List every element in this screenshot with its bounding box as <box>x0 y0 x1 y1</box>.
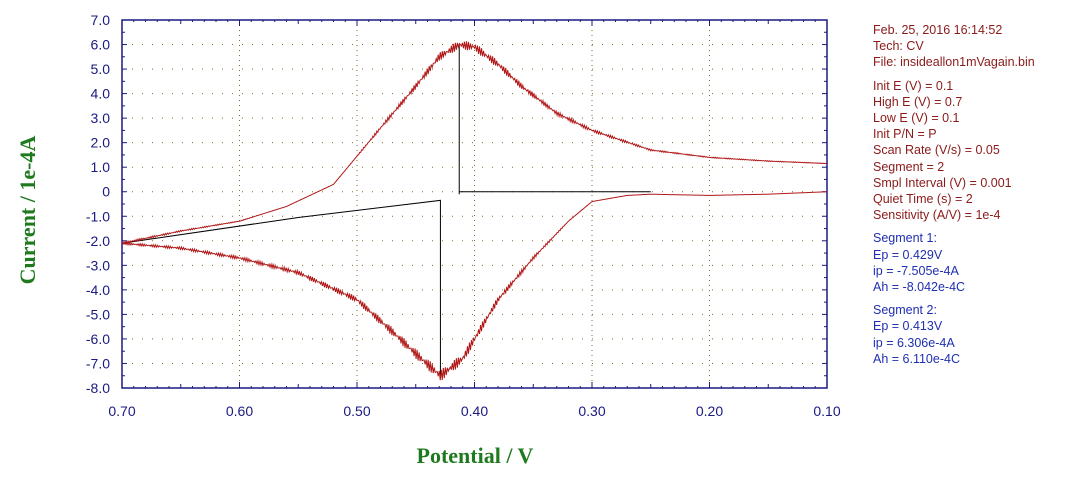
param-scan-rate: Scan Rate (V/s) = 0.05 <box>873 143 1000 158</box>
y-tick-label: -5.0 <box>86 306 110 322</box>
segment-1-ip: ip = -7.505e-4A <box>873 263 959 278</box>
param-high-e: High E (V) = 0.7 <box>873 94 963 109</box>
x-tick-label: 0.70 <box>108 403 135 419</box>
y-tick-label: 2.0 <box>91 135 111 151</box>
y-tick-label: -4.0 <box>86 282 110 298</box>
y-axis-title: Current / 1e-4A <box>15 136 40 285</box>
y-tick-label: -3.0 <box>86 257 110 273</box>
param-sample-interval: Smpl Interval (V) = 0.001 <box>873 175 1012 190</box>
y-tick-label: 6.0 <box>91 37 111 53</box>
segment-1-title: Segment 1: <box>873 231 937 246</box>
date-time: Feb. 25, 2016 16:14:52 <box>873 23 1003 37</box>
y-tick-label: -6.0 <box>86 331 110 347</box>
segment-2-ip: ip = 6.306e-4A <box>873 335 955 350</box>
baseline-lines <box>121 44 651 376</box>
y-tick-label: 1.0 <box>91 159 111 175</box>
y-tick-label: 0 <box>102 184 110 200</box>
segment-2-title: Segment 2: <box>873 303 937 318</box>
grid-dots <box>122 20 827 388</box>
y-tick-label: 5.0 <box>91 61 111 77</box>
baseline-1 <box>458 44 651 195</box>
technique: Tech: CV <box>873 39 924 54</box>
y-tick-label: -8.0 <box>86 380 110 396</box>
cv-traces <box>121 41 828 381</box>
segment-1-ep: Ep = 0.429V <box>873 247 943 262</box>
segment-2-results: Segment 2: Ep = 0.413V ip = 6.306e-4A Ah… <box>873 302 1035 367</box>
cv-trace-2 <box>121 191 828 381</box>
tick-marks <box>121 19 828 389</box>
file-name: File: insideallon1mVagain.bin <box>873 55 1035 70</box>
segment-2-ah: Ah = 6.110e-4C <box>873 351 960 366</box>
x-tick-labels: 0.70 0.60 0.50 0.40 0.30 0.20 0.10 <box>108 403 840 419</box>
segment-1-results: Segment 1: Ep = 0.429V ip = -7.505e-4A A… <box>873 230 1035 295</box>
x-tick-label: 0.10 <box>813 403 840 419</box>
y-tick-label: 7.0 <box>91 12 111 28</box>
param-init-pn: Init P/N = P <box>873 127 937 142</box>
x-tick-label: 0.30 <box>578 403 605 419</box>
param-sensitivity: Sensitivity (A/V) = 1e-4 <box>873 208 1001 223</box>
param-segment: Segment = 2 <box>873 159 945 174</box>
y-tick-label: -2.0 <box>86 233 110 249</box>
y-tick-label: -7.0 <box>86 355 110 371</box>
x-tick-label: 0.40 <box>461 403 488 419</box>
y-tick-label: 4.0 <box>91 86 111 102</box>
param-low-e: Low E (V) = 0.1 <box>873 111 960 126</box>
x-axis-title: Potential / V <box>417 443 534 468</box>
param-init-e: Init E (V) = 0.1 <box>873 78 954 93</box>
param-quiet-time: Quiet Time (s) = 2 <box>873 192 973 207</box>
y-tick-label: -1.0 <box>86 208 110 224</box>
experiment-info-panel: Feb. 25, 2016 16:14:52 Tech: CV File: in… <box>873 22 1035 367</box>
y-tick-label: 3.0 <box>91 110 111 126</box>
y-tick-labels: 7.0 6.0 5.0 4.0 3.0 2.0 1.0 0 -1.0 -2.0 -3.0 -4.0 -5… <box>86 12 110 396</box>
baseline-2 <box>121 199 441 376</box>
x-tick-label: 0.60 <box>226 403 253 419</box>
segment-1-ah: Ah = -8.042e-4C <box>873 280 966 295</box>
segment-2-ep: Ep = 0.413V <box>873 319 943 334</box>
x-tick-label: 0.50 <box>343 403 370 419</box>
x-tick-label: 0.20 <box>696 403 723 419</box>
cv-trace-1 <box>121 41 828 245</box>
